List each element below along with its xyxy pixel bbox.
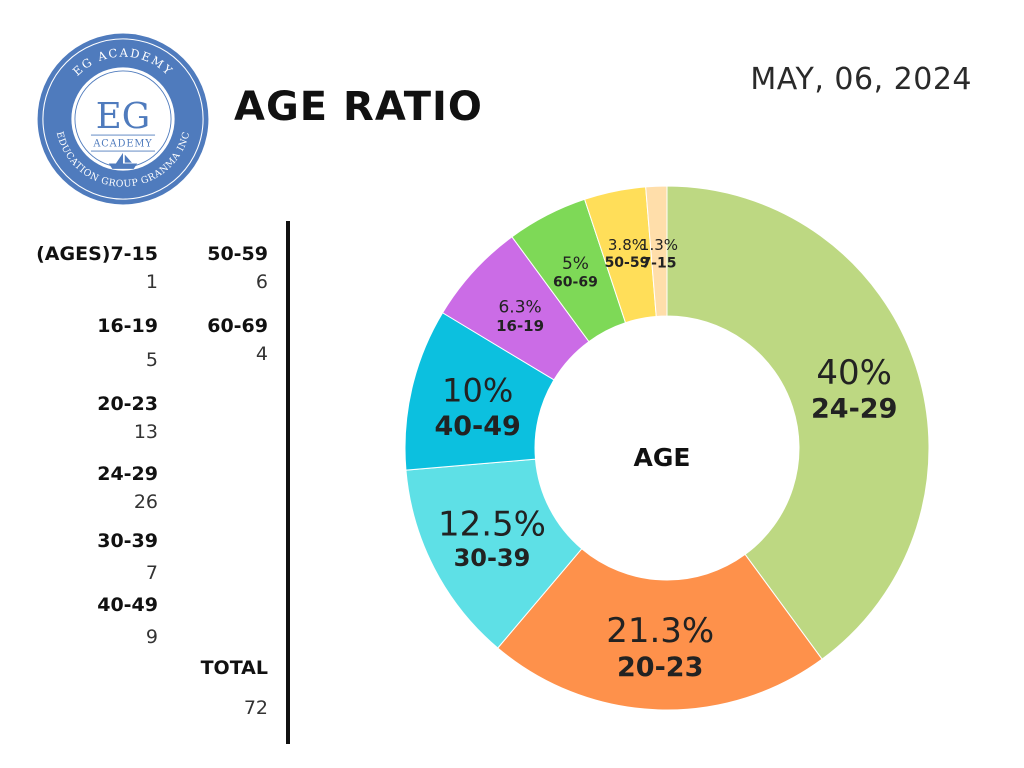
age-group-label: 24-29	[97, 463, 158, 485]
slice-category-label: 7-15	[641, 255, 676, 271]
age-group-count: 5	[145, 349, 158, 371]
report-date: MAY, 06, 2024	[750, 62, 972, 97]
slice-percent-label: 40%	[816, 353, 892, 393]
slice-category-label: 20-23	[617, 652, 703, 683]
age-group-label: 30-39	[97, 530, 158, 552]
table-divider	[286, 221, 290, 744]
slice-percent-label: 6.3%	[498, 297, 541, 317]
slice-category-label: 30-39	[454, 544, 531, 572]
age-group-label: 40-49	[97, 594, 158, 616]
total-value: 72	[243, 697, 268, 719]
logo-monogram: EG	[96, 96, 150, 137]
total-label: TOTAL	[200, 657, 268, 679]
slice-category-label: 40-49	[434, 411, 520, 442]
slice-category-label: 50-59	[605, 255, 650, 271]
slice-category-label: 60-69	[553, 275, 598, 291]
age-group-label: 16-19	[97, 315, 158, 337]
slice-percent-label: 5%	[562, 254, 589, 274]
age-group-label: 20-23	[97, 393, 158, 415]
center-label: AGE	[634, 443, 691, 472]
age-group-count: 9	[145, 626, 158, 648]
slice-percent-label: 12.5%	[438, 505, 546, 545]
donut-slice-24-29	[666, 185, 930, 660]
page-title: AGE RATIO	[234, 84, 483, 130]
age-group-label: 60-69	[207, 315, 268, 337]
slice-category-label: 24-29	[811, 394, 897, 425]
age-group-count: 7	[145, 562, 158, 584]
slice-percent-label: 1.3%	[640, 236, 678, 254]
donut-slice-20-23	[497, 548, 823, 711]
age-donut-chart: 40%24-29 21.3%20-23 12.5%30-39 10%40-49 6.3%…	[404, 185, 930, 711]
slice-category-label: 16-19	[496, 317, 544, 335]
logo-academy-text: ACADEMY	[92, 139, 152, 150]
slice-percent-label: 21.3%	[606, 611, 714, 651]
age-group-count: 1	[145, 271, 158, 293]
eg-academy-logo: EG ACADEMY EDUCATION GROUP GRANMA INC EG…	[37, 33, 209, 205]
age-group-count: 4	[255, 343, 268, 365]
age-group-count: 26	[133, 491, 158, 513]
slice-percent-label: 3.8%	[608, 236, 646, 254]
donut-slice-7-15	[645, 185, 668, 317]
age-group-label: 50-59	[207, 243, 268, 265]
slice-percent-label: 10%	[442, 371, 513, 409]
age-group-label: (AGES)7-15	[36, 243, 158, 265]
age-group-count: 6	[255, 271, 268, 293]
age-group-count: 13	[133, 421, 158, 443]
donut-slice-30-39	[405, 458, 583, 649]
